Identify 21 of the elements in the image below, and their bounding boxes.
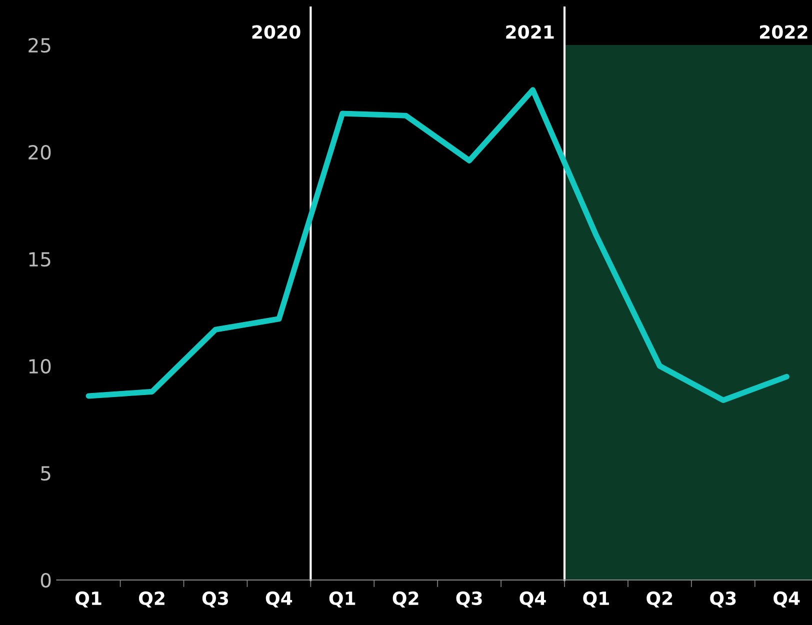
x-tick-label: Q2 xyxy=(646,591,672,608)
x-tick-label: Q2 xyxy=(392,591,418,608)
text: 2020 xyxy=(252,25,300,39)
x-tick-label: Q1 xyxy=(76,591,102,608)
x-tick-label: Q3 xyxy=(202,591,228,608)
x-tick-label: Q4 xyxy=(520,591,546,608)
x-tick-label: Q3 xyxy=(710,591,736,608)
x-tick-label: Q1 xyxy=(583,591,609,608)
text: 2021 xyxy=(506,25,554,39)
y-tick-label: 15 xyxy=(29,252,50,267)
x-tick-label: Q3 xyxy=(456,591,482,608)
text: 2022 xyxy=(760,25,808,39)
x-tick-label: Q4 xyxy=(266,591,292,608)
y-tick-label: 10 xyxy=(29,358,51,374)
y-tick-label: 5 xyxy=(41,466,50,481)
y-tick-label: 25 xyxy=(28,38,50,53)
x-tick-label: Q2 xyxy=(138,591,164,608)
x-tick-label: Q1 xyxy=(329,591,356,608)
x-tick-label: Q4 xyxy=(774,591,800,608)
y-tick-label: 20 xyxy=(28,144,51,160)
y-tick-label: 0 xyxy=(40,572,51,588)
